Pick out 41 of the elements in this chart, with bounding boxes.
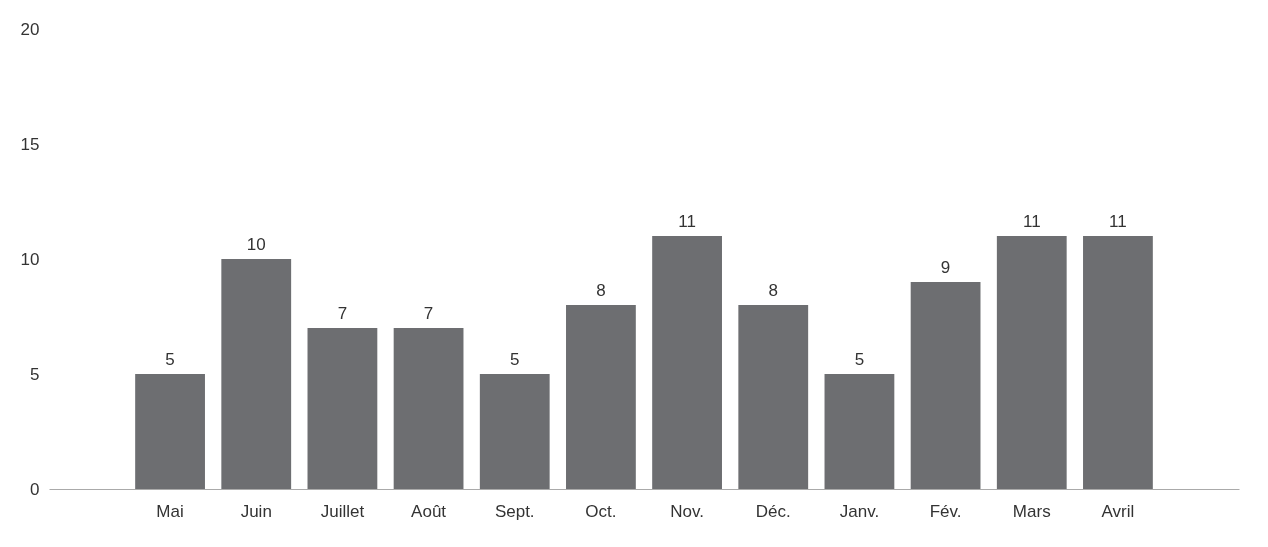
bar [738, 305, 809, 489]
data-label: 5 [854, 350, 865, 369]
data-label: 11 [678, 212, 696, 231]
data-label: 7 [423, 304, 434, 323]
data-label: 11 [1109, 212, 1127, 231]
x-tick-label: Mai [156, 501, 184, 521]
data-label: 9 [940, 258, 951, 277]
bar [566, 305, 636, 489]
y-tick-label: 15 [20, 134, 40, 154]
bar [652, 236, 722, 489]
y-tick-label: 10 [20, 249, 40, 269]
data-label: 8 [596, 281, 606, 300]
bar [307, 328, 378, 489]
x-tick-label: Août [411, 501, 447, 521]
y-tick-label: 0 [30, 479, 40, 499]
bar [910, 282, 981, 489]
bar [824, 374, 895, 489]
data-label: 7 [337, 304, 348, 323]
x-tick-label: Fév. [929, 501, 962, 521]
x-tick-label: Nov. [670, 501, 704, 521]
data-label: 10 [246, 235, 266, 254]
bar [393, 328, 464, 489]
x-tick-label: Déc. [755, 501, 791, 521]
x-tick-label: Oct. [585, 501, 617, 521]
x-tick-label: Avril [1101, 501, 1135, 521]
x-tick-label: Sept. [494, 501, 535, 521]
x-tick-label: Juillet [320, 501, 365, 521]
x-tick-label: Juin [240, 501, 272, 521]
data-label: 11 [1022, 212, 1041, 231]
bar [996, 236, 1067, 489]
bar [135, 374, 205, 489]
x-tick-label: Mars [1012, 501, 1051, 521]
data-label: 8 [768, 281, 778, 300]
x-tick-label: Janv. [839, 501, 880, 521]
bar [1083, 236, 1153, 489]
bar [479, 374, 550, 489]
y-tick-label: 5 [30, 364, 40, 384]
bar [221, 259, 292, 489]
y-tick-label: 20 [20, 19, 40, 39]
data-label: 5 [510, 350, 520, 369]
data-label: 5 [165, 350, 175, 369]
